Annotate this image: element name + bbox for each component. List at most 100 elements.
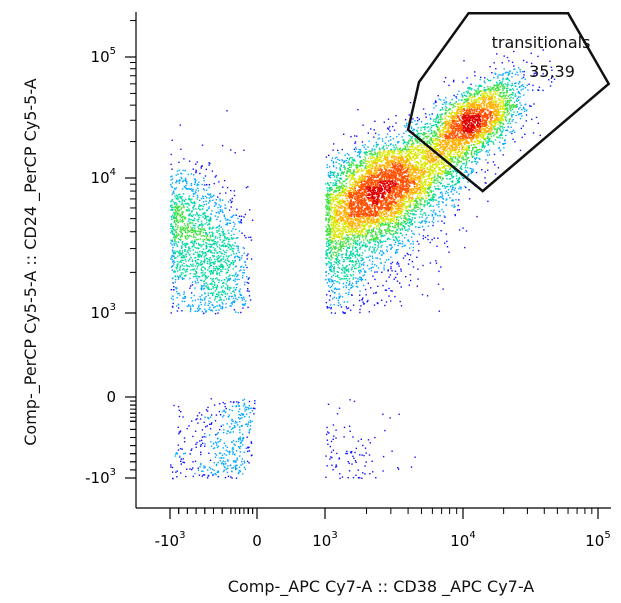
- scatter-point: [528, 83, 530, 85]
- scatter-point: [361, 205, 363, 207]
- scatter-point: [366, 154, 368, 156]
- scatter-point: [356, 164, 358, 166]
- scatter-point: [328, 208, 331, 210]
- scatter-point: [338, 188, 340, 191]
- scatter-point: [194, 222, 197, 225]
- scatter-point: [406, 170, 408, 172]
- scatter-point: [437, 174, 439, 176]
- scatter-point: [436, 133, 438, 135]
- scatter-point: [343, 191, 346, 193]
- scatter-point: [395, 157, 397, 159]
- scatter-point: [427, 177, 430, 180]
- scatter-point: [397, 194, 399, 196]
- scatter-point: [368, 247, 371, 250]
- scatter-point: [363, 190, 365, 192]
- scatter-point: [371, 207, 373, 209]
- scatter-point: [340, 217, 343, 219]
- scatter-point: [392, 138, 395, 140]
- scatter-point: [337, 207, 340, 209]
- scatter-point: [400, 171, 402, 173]
- scatter-point: [396, 251, 398, 253]
- scatter-point: [401, 156, 404, 159]
- scatter-point: [429, 162, 431, 165]
- scatter-point: [327, 278, 329, 280]
- scatter-point: [387, 195, 389, 197]
- scatter-point: [358, 194, 360, 197]
- scatter-point: [330, 194, 332, 196]
- scatter-point: [351, 177, 353, 179]
- scatter-point: [380, 180, 382, 182]
- scatter-point: [326, 213, 328, 216]
- scatter-point: [387, 223, 389, 226]
- scatter-point: [388, 195, 390, 198]
- scatter-point: [398, 242, 401, 245]
- scatter-point: [231, 244, 234, 246]
- scatter-point: [416, 174, 418, 176]
- scatter-point: [425, 171, 428, 173]
- scatter-point: [385, 155, 387, 158]
- scatter-point: [369, 225, 371, 227]
- scatter-point: [191, 229, 193, 231]
- scatter-point: [388, 201, 390, 203]
- scatter-point: [401, 228, 404, 231]
- scatter-point: [390, 143, 392, 145]
- scatter-point: [428, 188, 430, 190]
- scatter-point: [390, 171, 393, 173]
- scatter-point: [381, 187, 383, 189]
- scatter-point: [451, 199, 453, 202]
- scatter-point: [437, 220, 439, 223]
- scatter-point: [374, 222, 376, 224]
- scatter-point: [177, 238, 180, 240]
- scatter-point: [424, 150, 426, 153]
- scatter-point: [425, 187, 427, 189]
- scatter-point: [334, 182, 337, 184]
- scatter-point: [205, 254, 207, 256]
- scatter-point: [408, 158, 411, 160]
- scatter-point: [447, 165, 450, 168]
- scatter-point: [369, 211, 372, 213]
- scatter-point: [389, 174, 391, 176]
- scatter-point: [358, 244, 361, 246]
- scatter-point: [363, 225, 365, 228]
- scatter-point: [355, 192, 357, 195]
- scatter-point: [458, 146, 461, 148]
- scatter-point: [384, 175, 387, 177]
- scatter-point: [392, 230, 394, 232]
- scatter-point: [411, 136, 414, 138]
- scatter-point: [373, 145, 375, 147]
- scatter-point: [182, 218, 184, 220]
- scatter-point: [425, 163, 427, 165]
- scatter-point: [351, 247, 354, 249]
- scatter-point: [389, 186, 392, 189]
- scatter-point: [388, 223, 391, 225]
- scatter-point: [184, 225, 186, 227]
- scatter-point: [405, 130, 407, 132]
- scatter-point: [405, 195, 407, 197]
- scatter-point: [352, 204, 354, 206]
- scatter-point: [458, 188, 460, 190]
- scatter-point: [355, 227, 357, 229]
- scatter-point: [358, 154, 360, 156]
- scatter-point: [402, 225, 404, 228]
- scatter-point: [370, 183, 372, 186]
- scatter-point: [186, 224, 189, 226]
- scatter-point: [409, 196, 411, 198]
- scatter-point: [334, 208, 336, 211]
- scatter-point: [419, 216, 421, 218]
- scatter-point: [366, 182, 368, 184]
- scatter-point: [326, 201, 329, 203]
- scatter-point: [350, 238, 352, 241]
- scatter-point: [415, 123, 417, 126]
- scatter-point: [412, 150, 415, 152]
- scatter-point: [438, 162, 440, 164]
- scatter-point: [477, 149, 480, 151]
- scatter-point: [381, 206, 383, 208]
- scatter-point: [360, 195, 362, 197]
- scatter-point: [398, 206, 400, 208]
- scatter-point: [424, 170, 427, 172]
- scatter-point: [363, 204, 365, 207]
- scatter-point: [433, 179, 435, 181]
- scatter-point: [401, 210, 403, 213]
- scatter-point: [354, 181, 356, 183]
- scatter-point: [218, 247, 221, 249]
